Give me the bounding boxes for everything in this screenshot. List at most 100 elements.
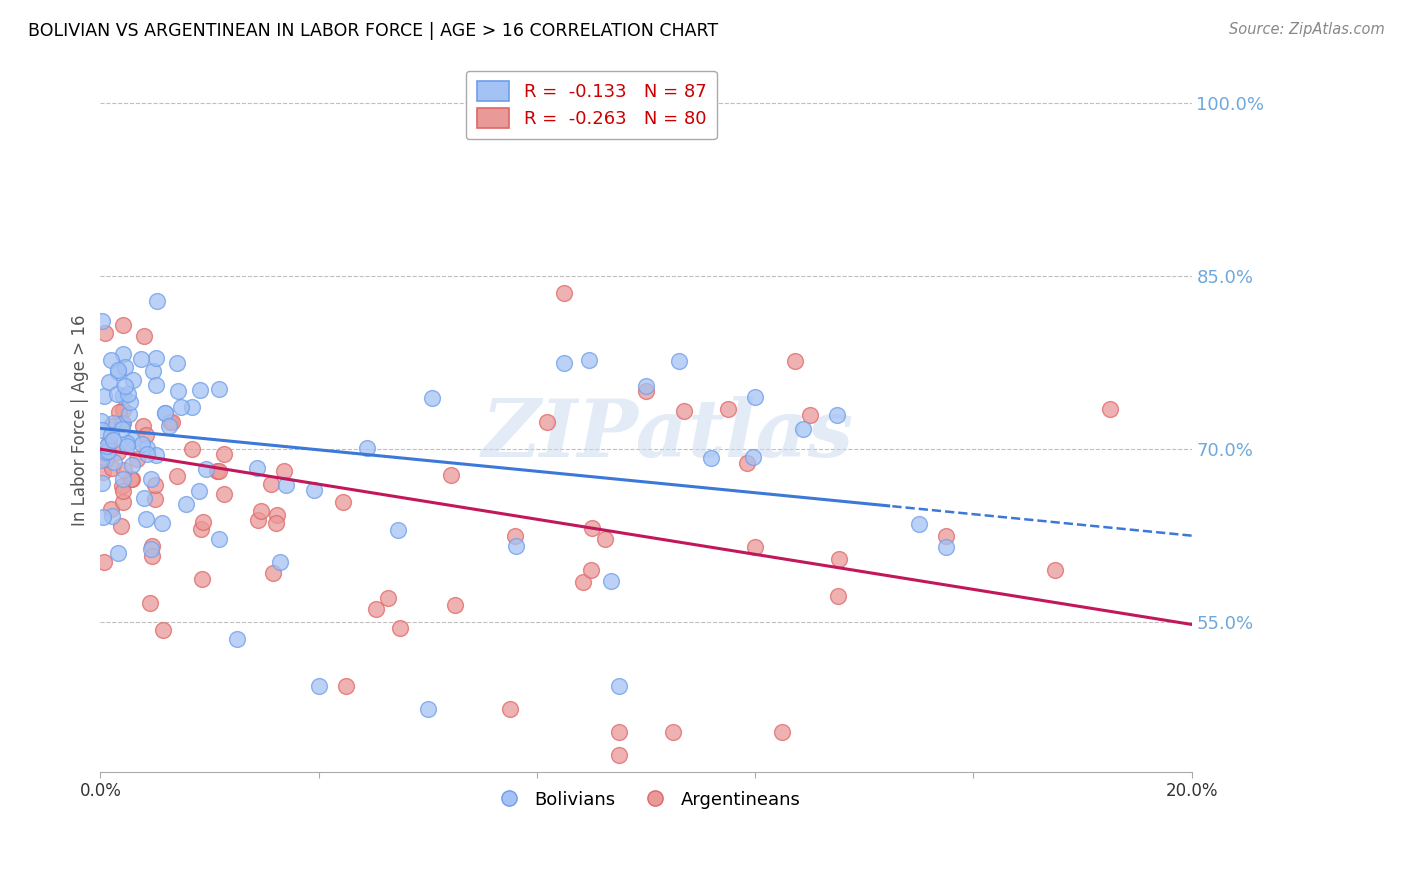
Point [444,598,467,612]
Point [799,408,821,422]
Point [536,415,558,429]
Point [93,389,115,403]
Point [114,463,136,477]
Point [98,375,121,389]
Point [141,549,163,564]
Point [634,384,657,399]
Point [208,532,231,546]
Point [121,433,143,447]
Point [108,405,131,419]
Point [91,476,114,491]
Point [155,406,177,420]
Point [111,484,134,499]
Point [600,574,623,588]
Point [110,422,132,436]
Point [607,724,630,739]
Point [103,455,125,469]
Point [153,406,176,420]
Point [673,404,696,418]
Point [166,384,188,399]
Point [553,286,575,301]
Point [208,464,231,478]
Point [97,443,120,458]
Point [114,379,136,393]
Point [735,456,758,470]
Point [121,373,143,387]
Point [593,532,616,546]
Point [111,472,134,486]
Point [127,451,149,466]
Point [100,428,122,442]
Point [266,508,288,522]
Point [571,575,593,590]
Point [107,365,129,379]
Point [440,467,463,482]
Point [111,478,134,492]
Point [262,566,284,580]
Point [90,423,112,437]
Point [335,679,357,693]
Point [420,391,443,405]
Point [145,448,167,462]
Text: Source: ZipAtlas.com: Source: ZipAtlas.com [1229,22,1385,37]
Point [114,360,136,375]
Point [94,452,117,467]
Point [117,387,139,401]
Point [107,546,129,560]
Point [100,352,122,367]
Point [112,403,135,417]
Point [792,422,814,436]
Point [142,364,165,378]
Point [131,352,153,367]
Point [700,451,723,466]
Point [132,491,155,505]
Point [166,356,188,370]
Point [90,413,112,427]
Point [94,326,117,340]
Point [249,504,271,518]
Text: BOLIVIAN VS ARGENTINEAN IN LABOR FORCE | AGE > 16 CORRELATION CHART: BOLIVIAN VS ARGENTINEAN IN LABOR FORCE |… [28,22,718,40]
Point [181,442,204,456]
Point [107,363,129,377]
Point [246,461,269,475]
Point [90,453,112,467]
Point [662,724,685,739]
Point [783,353,806,368]
Point [139,472,162,486]
Point [141,542,163,557]
Point [101,416,124,430]
Point [152,516,174,531]
Point [180,401,202,415]
Point [131,437,153,451]
Point [118,408,141,422]
Point [634,378,657,392]
Point [101,508,124,523]
Point [190,383,212,397]
Point [503,529,526,543]
Point [827,552,849,566]
Point [111,389,134,403]
Point [187,484,209,499]
Point [101,433,124,447]
Point [110,518,132,533]
Point [94,445,117,459]
Point [145,378,167,392]
Point [302,483,325,497]
Point [498,701,520,715]
Point [269,555,291,569]
Point [145,478,167,492]
Point [157,418,180,433]
Point [247,512,270,526]
Point [1098,401,1121,416]
Point [935,528,957,542]
Point [96,439,118,453]
Y-axis label: In Labor Force | Age > 16: In Labor Force | Age > 16 [72,315,89,526]
Point [93,446,115,460]
Point [607,679,630,693]
Point [111,347,134,361]
Point [208,382,231,396]
Point [205,464,228,478]
Point [668,354,690,368]
Point [332,495,354,509]
Point [260,476,283,491]
